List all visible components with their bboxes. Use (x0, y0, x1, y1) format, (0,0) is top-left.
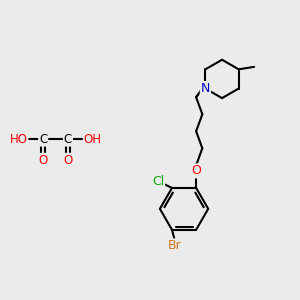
Text: C: C (64, 133, 72, 146)
Text: N: N (201, 82, 210, 95)
Text: C: C (39, 133, 47, 146)
Text: O: O (191, 164, 201, 177)
Text: OH: OH (84, 133, 102, 146)
Text: O: O (63, 154, 73, 167)
Text: HO: HO (9, 133, 27, 146)
Text: Cl: Cl (152, 175, 164, 188)
Text: Br: Br (168, 239, 182, 252)
Text: O: O (39, 154, 48, 167)
